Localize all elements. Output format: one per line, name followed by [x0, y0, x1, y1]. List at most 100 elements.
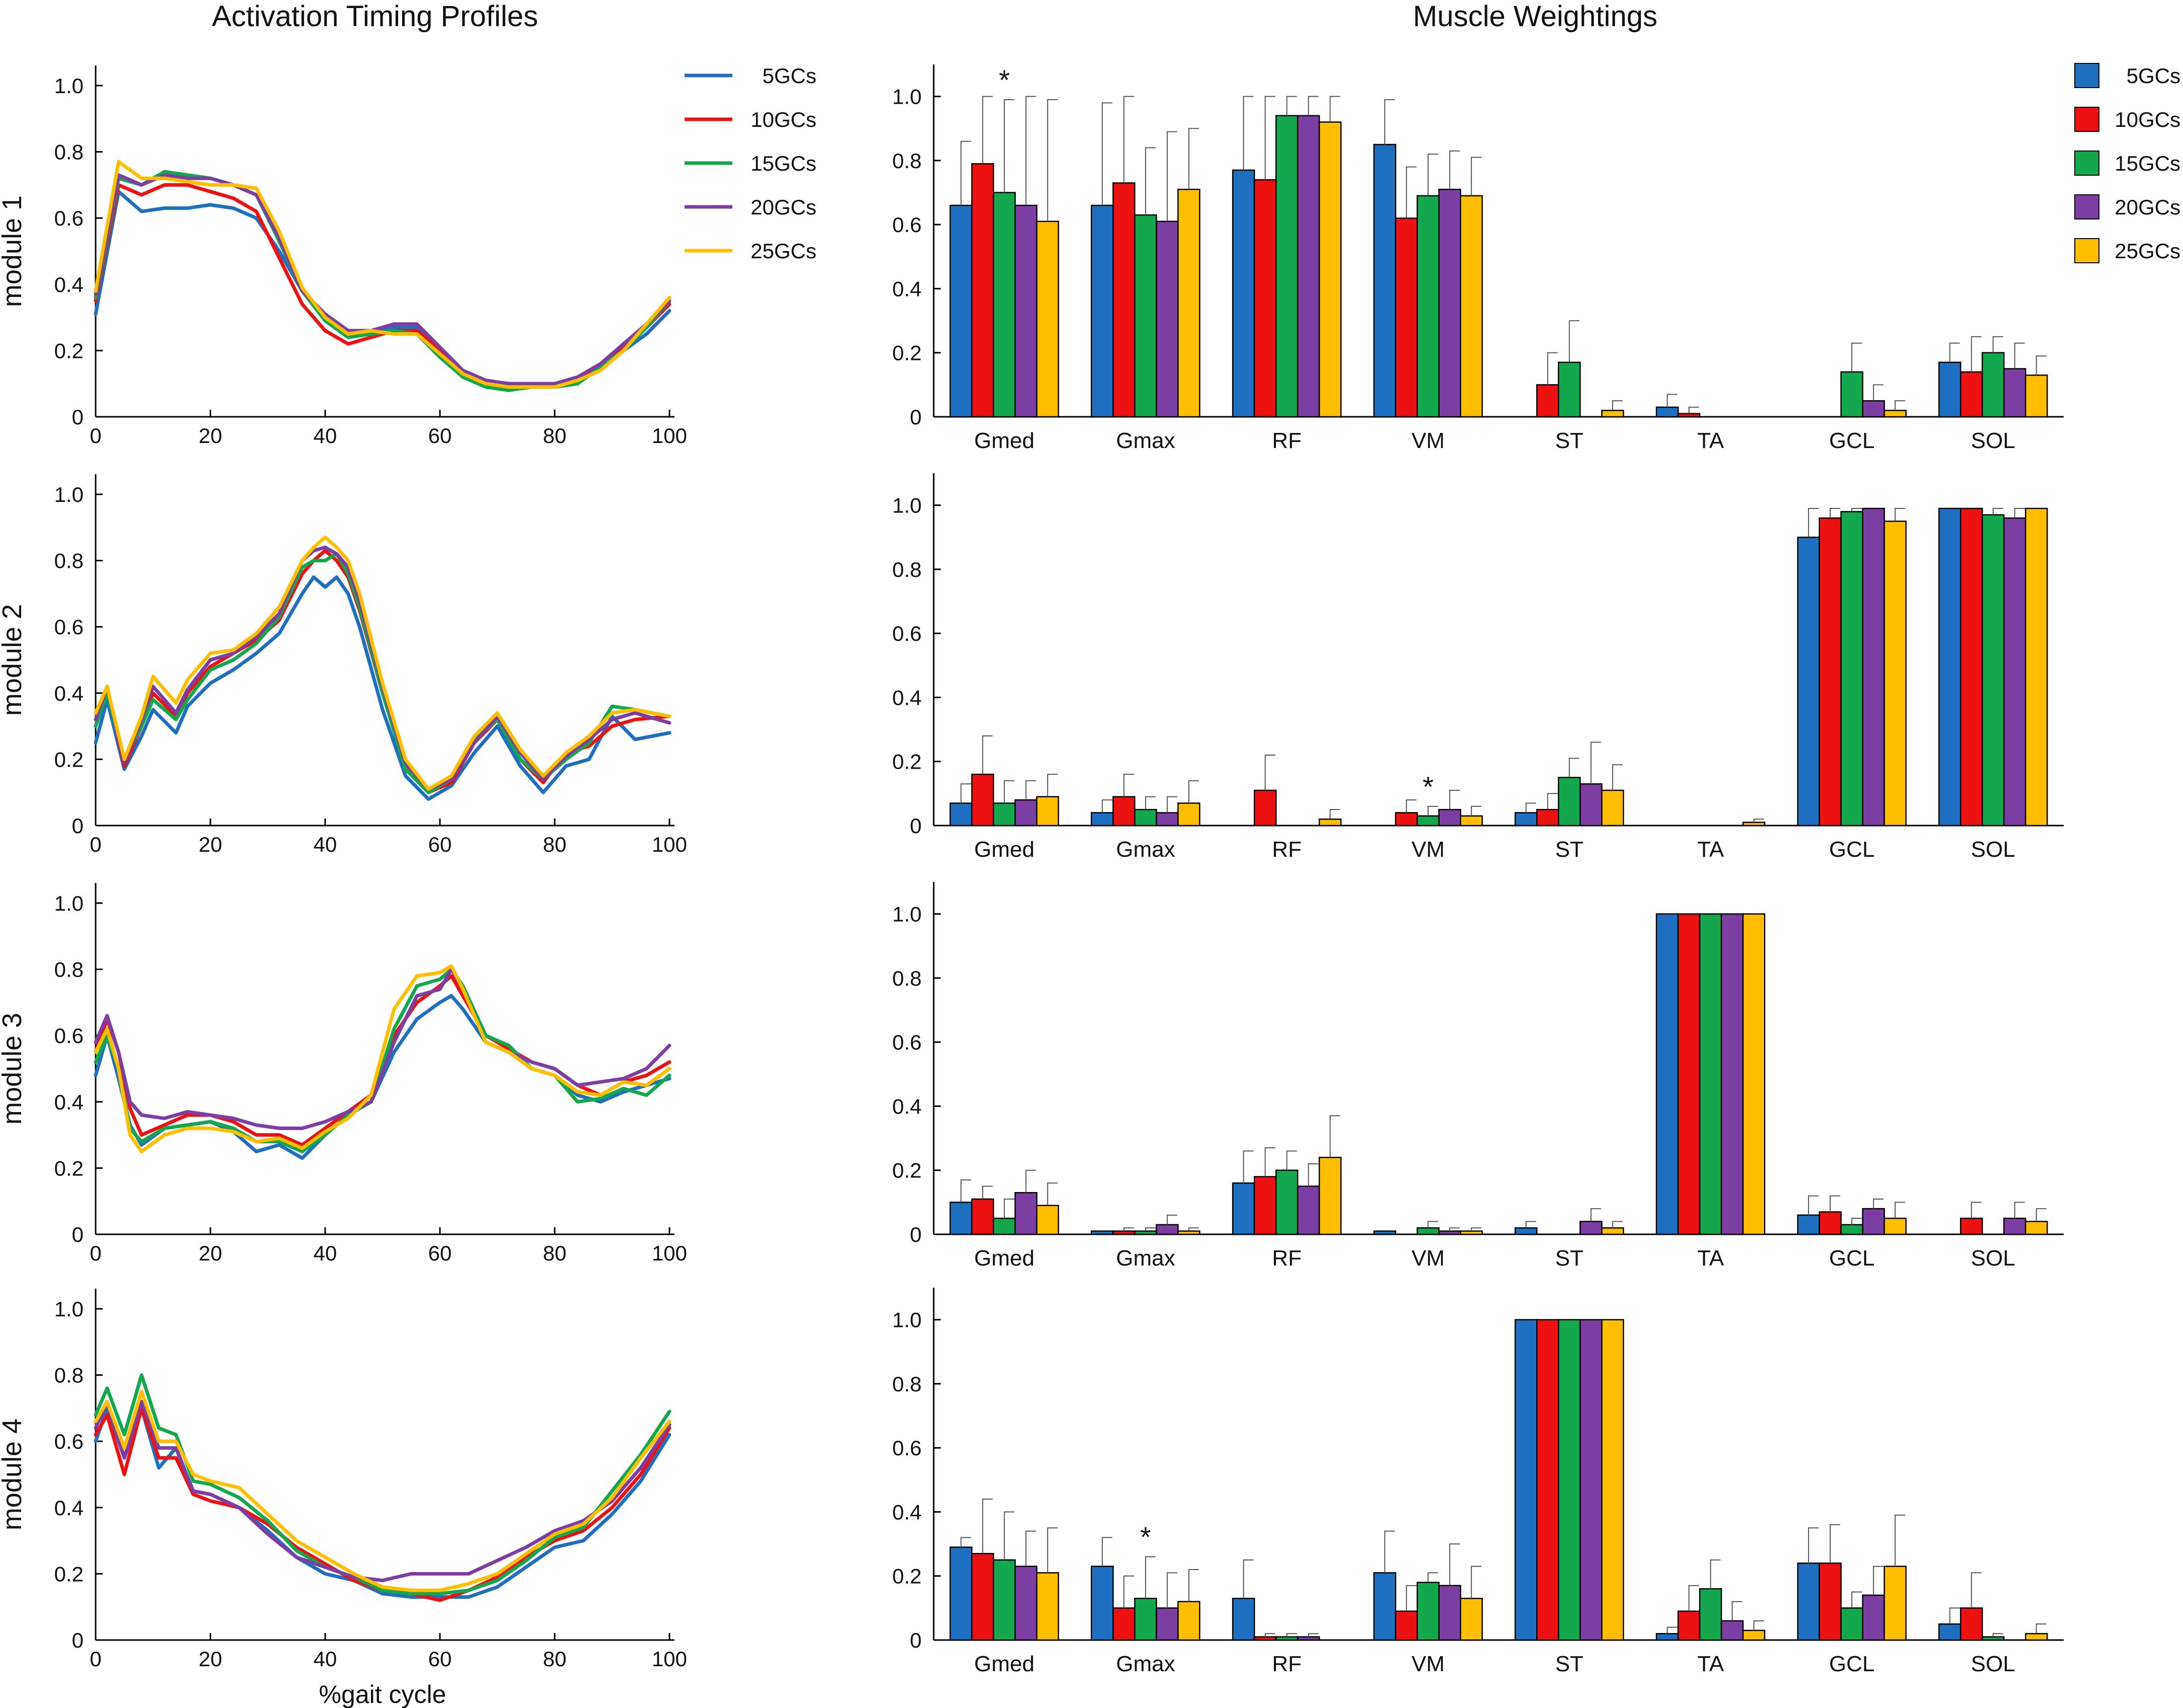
- bar-GCL-25GCs: [1884, 1217, 1907, 1235]
- bar-SOL-15GCs: [1981, 352, 2005, 418]
- y-tick-label: 0: [910, 405, 922, 429]
- bar-TA-10GCs: [1677, 1610, 1701, 1641]
- bar-Gmax-25GCs: [1177, 1601, 1200, 1641]
- bar-Gmed-10GCs: [971, 1552, 995, 1641]
- bar-TA-5GCs: [1655, 406, 1679, 418]
- y-tick-label: 0.8: [54, 140, 84, 164]
- weighting-panel-2: 0 0.2 0.4 0.6 0.8 1.0 Gmed Gmax RF VM ST TA GCL SOL *: [892, 473, 2064, 862]
- bar-Gmax-25GCs: [1177, 188, 1200, 418]
- series-line-10GCs: [94, 183, 671, 389]
- bar-Gmed-20GCs: [1014, 1192, 1038, 1235]
- bar-RF-10GCs: [1253, 1636, 1277, 1641]
- activation-panel-2: 0 0.2 0.4 0.6 0.8 1.0 0 20 40 60 80 100 module 2: [0, 474, 687, 856]
- legend-label-15GCs: 15GCs: [2115, 152, 2180, 175]
- y-tick-label: 0.4: [54, 682, 84, 705]
- bar-Gmed-10GCs: [971, 163, 995, 418]
- category-label-VM: VM: [1411, 1652, 1445, 1676]
- bar-SOL-15GCs: [1981, 514, 2005, 827]
- series-line-25GCs: [94, 536, 671, 791]
- y-tick-label: 0.2: [892, 1159, 922, 1182]
- bar-Gmed-25GCs: [1036, 1572, 1060, 1641]
- series-line-10GCs: [94, 549, 671, 794]
- bar-RF-15GCs: [1275, 1169, 1299, 1235]
- bar-Gmax-20GCs: [1156, 812, 1179, 827]
- y-tick-label: 0.6: [54, 1430, 84, 1453]
- bar-GCL-15GCs: [1840, 1224, 1863, 1235]
- bar-ST-25GCs: [1601, 1319, 1624, 1641]
- x-tick-label: 100: [652, 1241, 687, 1265]
- category-label-TA: TA: [1697, 428, 1724, 453]
- weighting-panel-4: 0 0.2 0.4 0.6 0.8 1.0 Gmed Gmax RF VM ST TA GCL SOL *: [892, 1288, 2064, 1676]
- bar-Gmax-20GCs: [1156, 1607, 1179, 1641]
- bar-ST-10GCs: [1536, 384, 1559, 418]
- bar-Gmed-20GCs: [1014, 204, 1038, 418]
- bar-TA-5GCs: [1655, 1633, 1679, 1641]
- y-tick-label: 0.4: [54, 1496, 84, 1520]
- bar-GCL-25GCs: [1884, 1566, 1907, 1641]
- bar-GCL-20GCs: [1862, 1208, 1885, 1235]
- y-tick-label: 1.0: [892, 903, 922, 926]
- x-tick-label: 40: [314, 1647, 337, 1671]
- series-line-5GCs: [94, 190, 671, 386]
- bar-Gmax-5GCs: [1091, 1230, 1114, 1235]
- bar-Gmax-10GCs: [1112, 1607, 1136, 1641]
- bar-TA-25GCs: [1742, 822, 1766, 827]
- y-tick-label: 0.2: [892, 341, 922, 365]
- bar-SOL-10GCs: [1960, 1217, 1983, 1235]
- bar-Gmax-20GCs: [1156, 220, 1179, 418]
- legend-label-5GCs: 5GCs: [2127, 64, 2180, 88]
- bar-RF-15GCs: [1275, 1636, 1299, 1641]
- bar-ST-15GCs: [1558, 361, 1581, 418]
- bar-SOL-10GCs: [1960, 371, 1983, 418]
- module-label: module 3: [0, 1013, 27, 1125]
- bar-VM-25GCs: [1460, 1598, 1483, 1641]
- bar-RF-10GCs: [1253, 1176, 1277, 1235]
- bar-ST-10GCs: [1536, 808, 1559, 827]
- series-line-25GCs: [94, 160, 671, 389]
- y-tick-label: 0.2: [892, 750, 922, 774]
- x-tick-label: 0: [90, 1647, 101, 1671]
- bar-ST-10GCs: [1536, 1319, 1559, 1641]
- category-label-RF: RF: [1272, 428, 1302, 453]
- bar-VM-15GCs: [1416, 815, 1440, 827]
- bar-Gmax-5GCs: [1091, 1566, 1114, 1641]
- y-tick-label: 0.2: [54, 1156, 84, 1180]
- x-tick-label: 20: [199, 424, 222, 448]
- significance-asterisk: *: [1422, 771, 1434, 802]
- bar-ST-25GCs: [1601, 1227, 1624, 1235]
- y-tick-label: 0: [72, 814, 84, 838]
- bar-TA-20GCs: [1720, 913, 1744, 1235]
- legend-swatch-10GCs: [2074, 107, 2099, 132]
- series-line-20GCs: [94, 173, 671, 386]
- y-tick-label: 1.0: [892, 85, 922, 109]
- bar-RF-25GCs: [1318, 1157, 1342, 1235]
- bar-GCL-5GCs: [1797, 537, 1820, 827]
- category-label-GCL: GCL: [1829, 837, 1874, 862]
- bar-Gmax-15GCs: [1134, 1598, 1157, 1641]
- bar-Gmed-25GCs: [1036, 220, 1060, 418]
- bar-GCL-15GCs: [1840, 371, 1863, 418]
- bar-RF-20GCs: [1297, 1636, 1320, 1641]
- bar-SOL-20GCs: [2003, 1217, 2026, 1235]
- category-label-TA: TA: [1697, 837, 1724, 862]
- bar-GCL-10GCs: [1819, 1211, 1842, 1235]
- bar-SOL-25GCs: [2024, 1221, 2048, 1235]
- x-tick-label: 100: [652, 424, 687, 448]
- category-label-Gmax: Gmax: [1116, 1652, 1175, 1676]
- bar-VM-25GCs: [1460, 1230, 1483, 1235]
- bar-TA-10GCs: [1677, 913, 1701, 1235]
- bar-SOL-20GCs: [2003, 517, 2026, 827]
- category-label-RF: RF: [1272, 837, 1302, 862]
- y-tick-label: 0.6: [892, 622, 922, 645]
- legend-swatch-25GCs: [2074, 238, 2099, 263]
- bar-RF-5GCs: [1232, 1182, 1255, 1235]
- bar-Gmax-20GCs: [1156, 1224, 1179, 1235]
- module-label: module 2: [0, 604, 27, 716]
- category-label-VM: VM: [1411, 837, 1445, 862]
- category-label-RF: RF: [1272, 1246, 1302, 1271]
- category-label-GCL: GCL: [1829, 428, 1874, 453]
- bar-GCL-25GCs: [1884, 521, 1907, 827]
- y-tick-label: 0.8: [54, 1364, 84, 1387]
- activation-panel-4: 0 0.2 0.4 0.6 0.8 1.0 0 20 40 60 80 100 module 4 %gai…: [0, 1289, 687, 1708]
